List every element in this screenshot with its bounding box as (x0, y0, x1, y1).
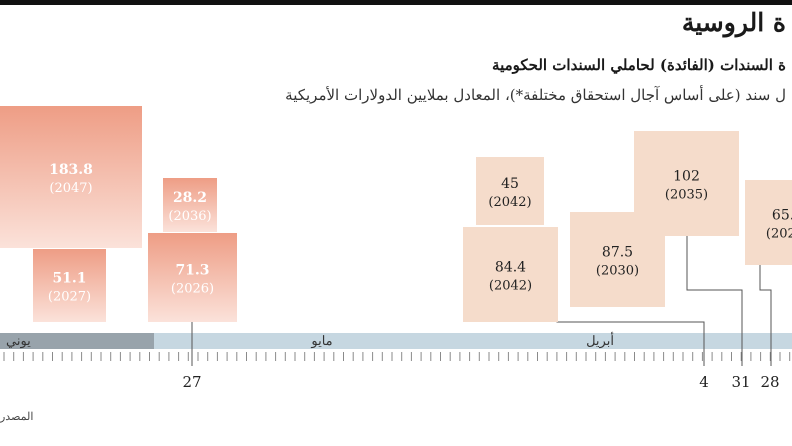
payment-box (0, 106, 142, 248)
leader-line (759, 265, 772, 366)
chart-subtitle: ة السندات (الفائدة) لحاملي السندات الحكو… (492, 56, 786, 74)
payment-value: 71.3 (175, 263, 209, 279)
payment-box (476, 157, 544, 225)
month-band (451, 333, 792, 349)
payment-box (745, 180, 792, 265)
leader-line (686, 236, 743, 366)
month-band (0, 333, 154, 349)
payment-box (33, 249, 106, 322)
payment-value: 28.2 (173, 190, 207, 206)
day-label: 31 (731, 373, 750, 391)
payment-value: 84.4 (495, 260, 526, 276)
payment-maturity: (2042) (489, 279, 532, 294)
payment-maturity: (2027) (48, 290, 91, 305)
month-band (154, 333, 451, 349)
top-rule (0, 0, 792, 5)
payment-maturity: (2030) (596, 264, 639, 279)
day-label: 27 (182, 373, 201, 391)
day-label: 4 (699, 373, 709, 391)
source-label: المصدر (0, 410, 34, 423)
payment-value: 102 (673, 169, 700, 185)
payment-maturity: (2028) (766, 227, 792, 242)
payment-value: 87.5 (602, 245, 633, 261)
payment-maturity: (2047) (49, 181, 92, 196)
day-label: 28 (760, 373, 779, 391)
payment-maturity: (2035) (665, 188, 708, 203)
month-label: يوني (6, 334, 31, 349)
payment-maturity: (2036) (168, 209, 211, 224)
payment-value: 183.8 (49, 162, 93, 178)
payment-value: 45 (501, 176, 519, 192)
payment-box (463, 227, 558, 322)
chart-title: ة الروسية (681, 8, 786, 37)
payment-box (148, 233, 237, 322)
payment-maturity: (2026) (171, 282, 214, 297)
chart-note: ل سند (على أساس آجال استحقاق مختلفة*)، ا… (285, 86, 786, 104)
payment-box (163, 178, 217, 232)
payment-maturity: (2042) (488, 195, 531, 210)
payment-box (634, 131, 739, 236)
payment-value: 51.1 (52, 271, 86, 287)
month-label: مايو (310, 334, 332, 349)
payment-value: 65.6 (772, 208, 792, 224)
month-label: أبريل (586, 332, 614, 349)
